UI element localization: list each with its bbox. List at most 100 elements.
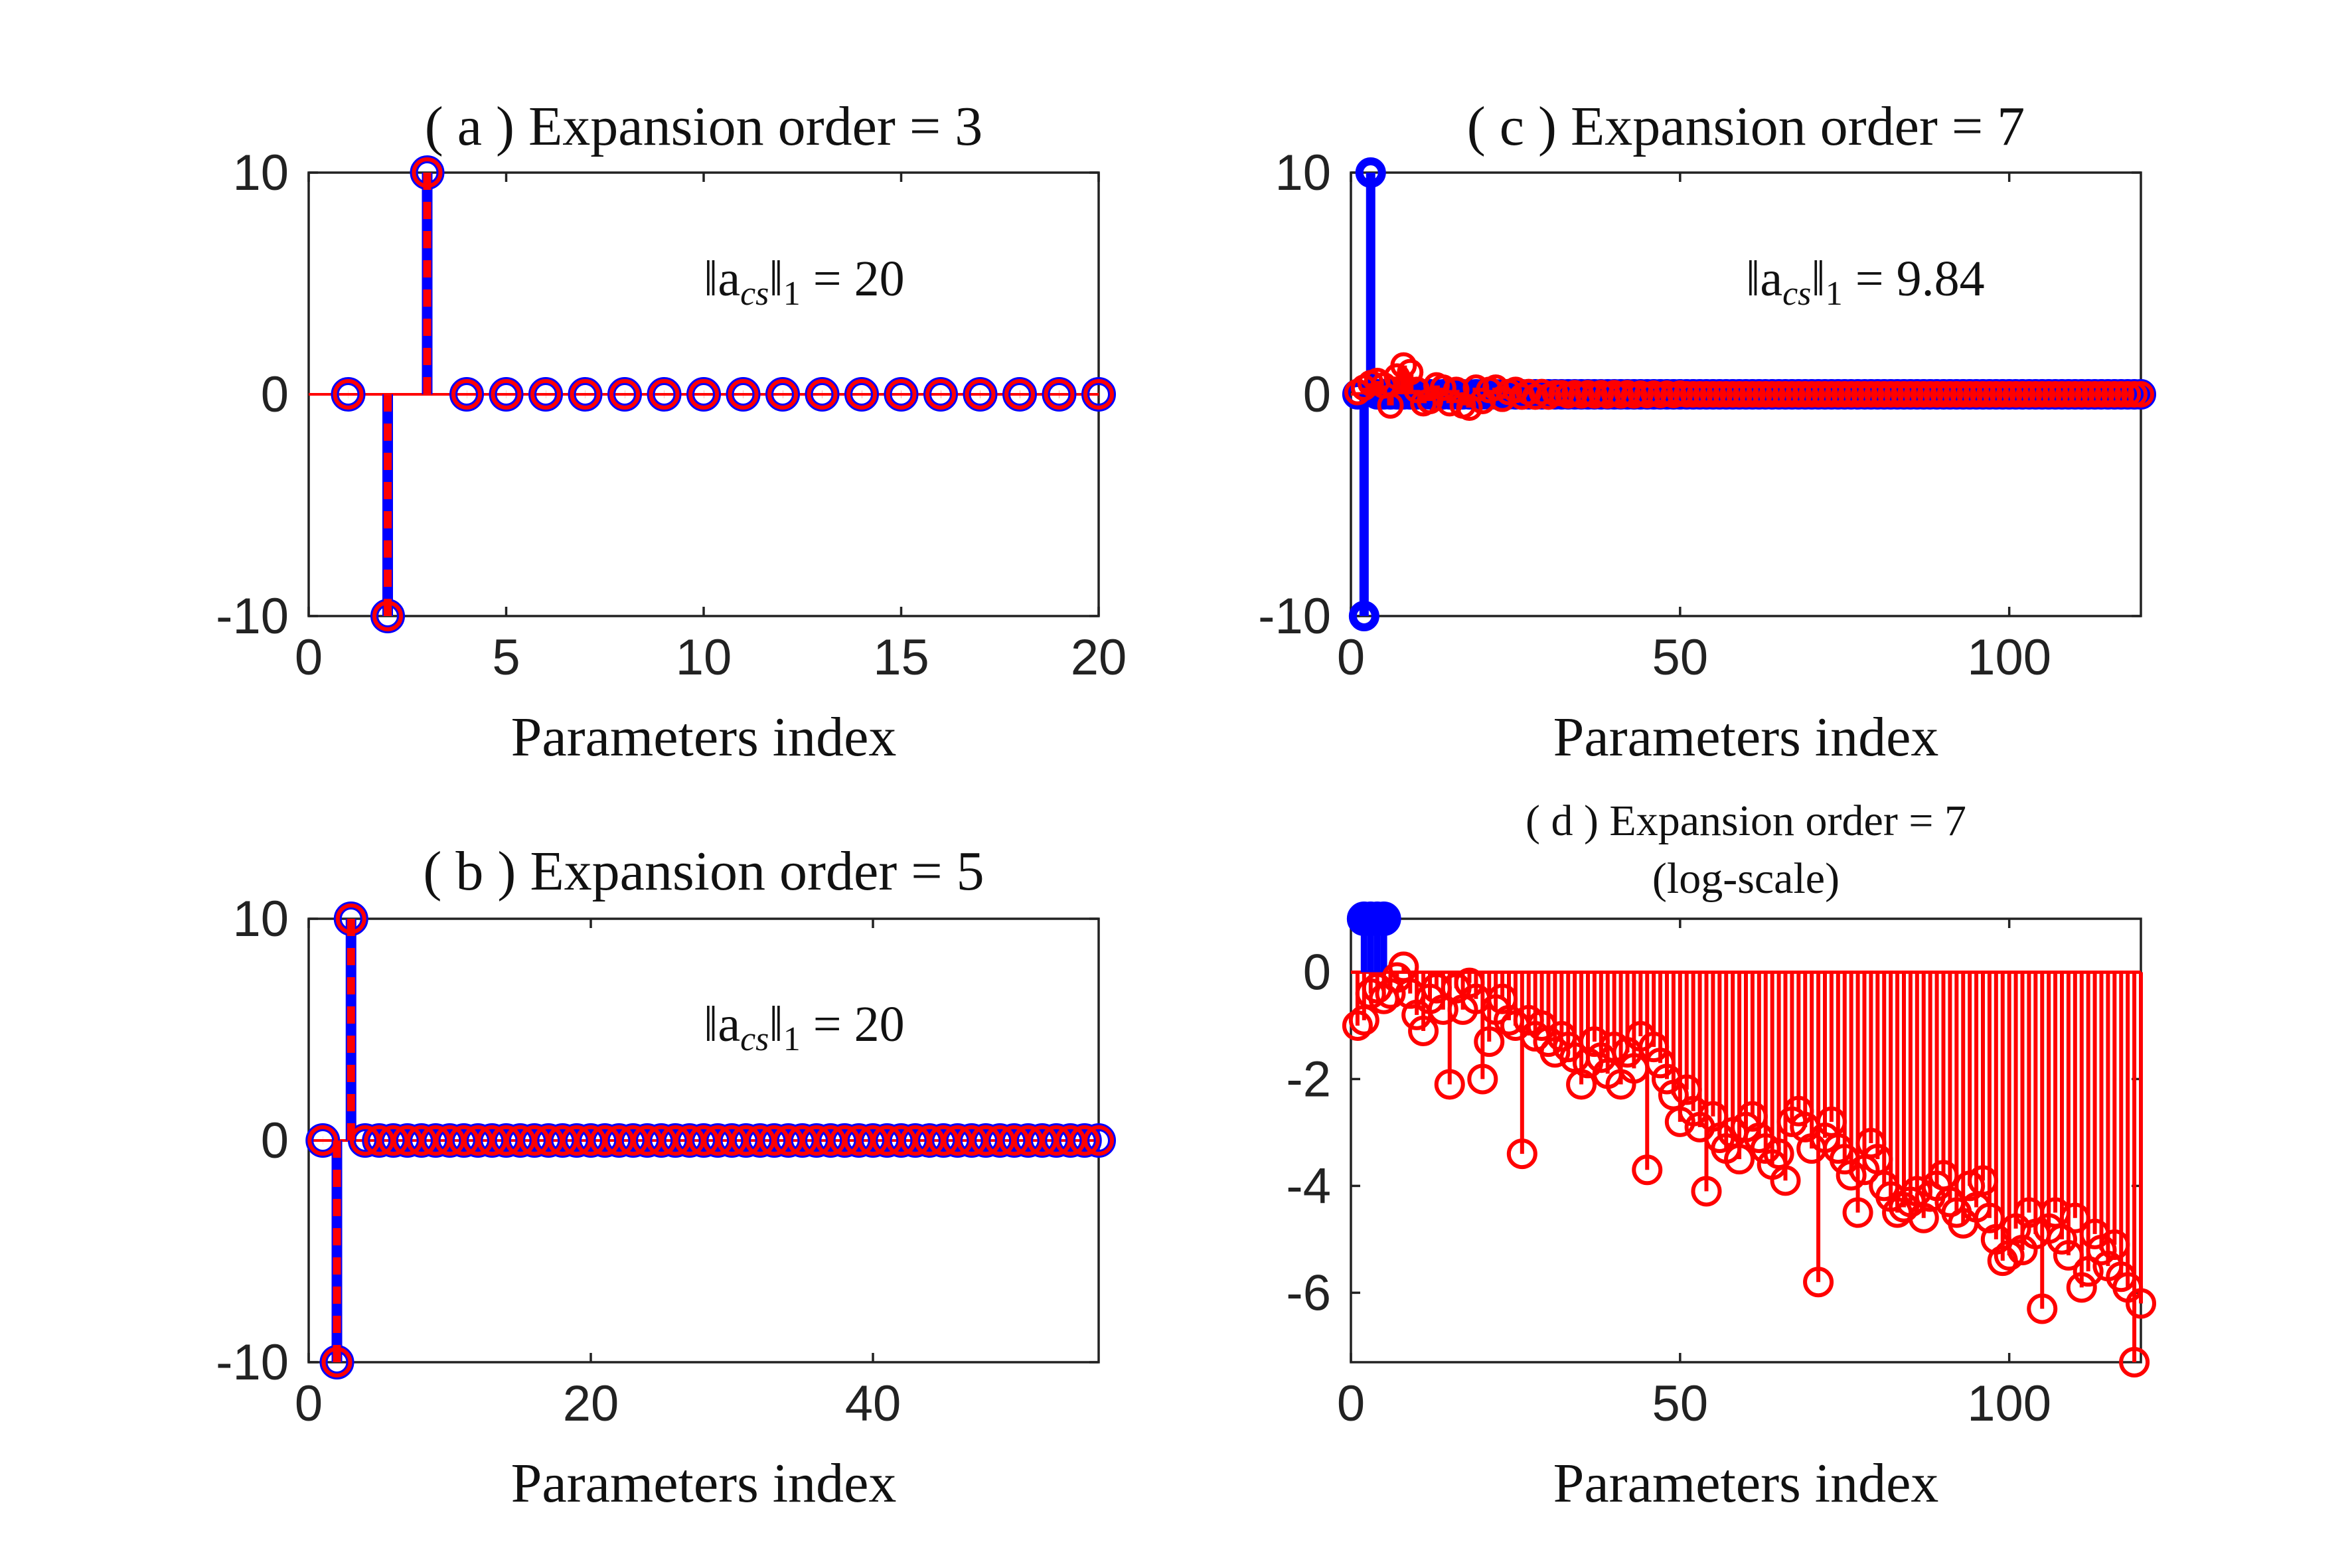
stem-marker — [649, 379, 680, 410]
stem-marker — [1954, 1170, 1986, 1202]
stem-marker — [1506, 1138, 1537, 1170]
panel-a-marks — [309, 155, 1116, 633]
x-tick-label: 100 — [1967, 1375, 2051, 1432]
panel-c-title: ( c ) Expansion order = 7 — [1467, 96, 2025, 157]
panel-d: ( d ) Expansion order = 7 (log-scale) 0 5… — [1286, 797, 2156, 1514]
stem-marker — [1770, 1165, 1801, 1196]
stem-marker — [2126, 1288, 2156, 1319]
panel-d-title: ( d ) Expansion order = 7 — [1526, 797, 1966, 845]
stem-marker — [1836, 1160, 1867, 1191]
stem-marker — [965, 379, 996, 410]
stem-marker — [1566, 1069, 1597, 1100]
stem-marker — [1408, 1016, 1439, 1047]
panel-d-ticks: 0 50 100 -6 -4 -2 0 — [1286, 919, 2141, 1432]
panel-a-title: ( a ) Expansion order = 3 — [425, 96, 982, 157]
stem-marker — [1691, 1176, 1722, 1207]
stem-marker — [1342, 1010, 1373, 1041]
stem-marker — [1434, 1069, 1465, 1100]
stem-marker — [2119, 1347, 2150, 1377]
x-tick-label: 100 — [1967, 629, 2051, 686]
stem-marker — [846, 379, 877, 410]
stem-marker — [807, 379, 838, 410]
stem-marker — [609, 379, 640, 410]
panel-c-marks — [1342, 157, 2156, 631]
panel-a: ( a ) Expansion order = 3 0 5 10 15 20-10010… — [216, 96, 1127, 768]
stem-marker — [570, 379, 601, 410]
stem-marker — [925, 379, 956, 410]
y-tick-label: -6 — [1286, 1265, 1331, 1321]
stem-marker — [333, 379, 364, 410]
x-tick-label: 50 — [1652, 1375, 1709, 1432]
y-tick-label: -10 — [216, 588, 289, 645]
stem-marker — [2128, 381, 2154, 408]
stem-marker — [1348, 601, 1379, 631]
stem-marker — [688, 379, 719, 410]
stem-marker — [1467, 1063, 1498, 1095]
stem-marker — [2073, 1256, 2104, 1287]
stem-marker — [335, 903, 366, 934]
stem-marker — [1489, 385, 1516, 412]
stem-marker — [491, 379, 522, 410]
stem-marker — [1397, 358, 1424, 386]
stem-marker — [1462, 374, 1490, 401]
stem-marker — [2027, 1293, 2058, 1324]
x-tick-label: 0 — [1337, 1375, 1365, 1432]
stem-marker — [767, 379, 798, 410]
x-tick-label: 15 — [873, 629, 929, 686]
y-tick-label: 0 — [1303, 944, 1331, 1000]
stem-marker — [1366, 902, 1401, 936]
stem-marker — [1443, 376, 1470, 404]
panel-a-norm-annotation: ‖acs‖1 = 20 — [704, 251, 905, 313]
stem-marker — [2047, 1223, 2077, 1255]
stem-marker — [1069, 1125, 1100, 1156]
stem-marker — [1429, 374, 1456, 401]
y-tick-label: 0 — [261, 366, 289, 423]
y-tick-label: 0 — [261, 1113, 289, 1169]
panel-a-xlabel: Parameters index — [511, 706, 897, 768]
panel-d-marks — [1342, 902, 2156, 1377]
stem-marker — [1803, 1267, 1834, 1298]
stem-marker — [1377, 392, 1404, 419]
panel-b-title: ( b ) Expansion order = 5 — [423, 840, 984, 902]
panel-b-marks — [305, 902, 1116, 1379]
stem-marker — [1539, 1037, 1571, 1068]
panel-b-norm-annotation: ‖acs‖1 = 20 — [704, 996, 905, 1058]
y-tick-label: 10 — [232, 891, 289, 947]
y-tick-label: -10 — [1258, 588, 1331, 645]
x-tick-label: 20 — [563, 1375, 619, 1432]
x-tick-label: 10 — [676, 629, 732, 686]
x-tick-label: 5 — [492, 629, 520, 686]
x-tick-label: 50 — [1652, 629, 1709, 686]
x-tick-label: 40 — [845, 1375, 902, 1432]
stem-marker — [1427, 994, 1458, 1025]
stem-marker — [321, 1347, 353, 1377]
panel-d-subtitle: (log-scale) — [1652, 854, 1840, 903]
stem-marker — [1842, 1197, 1873, 1228]
stem-marker — [1044, 379, 1075, 410]
stem-marker — [372, 601, 403, 631]
stem-marker — [1417, 388, 1443, 415]
stem-marker — [886, 379, 917, 410]
stem-marker — [2086, 1234, 2117, 1265]
y-tick-label: -10 — [216, 1334, 289, 1391]
stem-marker — [1355, 157, 1386, 188]
stem-marker — [1083, 379, 1114, 410]
y-tick-label: 10 — [1275, 145, 1331, 201]
stem-marker — [1390, 352, 1417, 379]
stem-marker — [1474, 1026, 1505, 1058]
x-tick-label: 0 — [1337, 629, 1365, 686]
panel-c-xlabel: Parameters index — [1553, 706, 1939, 768]
stem-marker — [2066, 1272, 2097, 1303]
stem-marker — [451, 379, 482, 410]
stem-marker — [1004, 379, 1035, 410]
stem-marker — [1908, 1202, 1939, 1233]
x-tick-label: 0 — [295, 1375, 323, 1432]
panel-b-xlabel: Parameters index — [511, 1452, 897, 1514]
panel-d-xlabel: Parameters index — [1553, 1452, 1939, 1514]
stem-marker — [530, 379, 561, 410]
